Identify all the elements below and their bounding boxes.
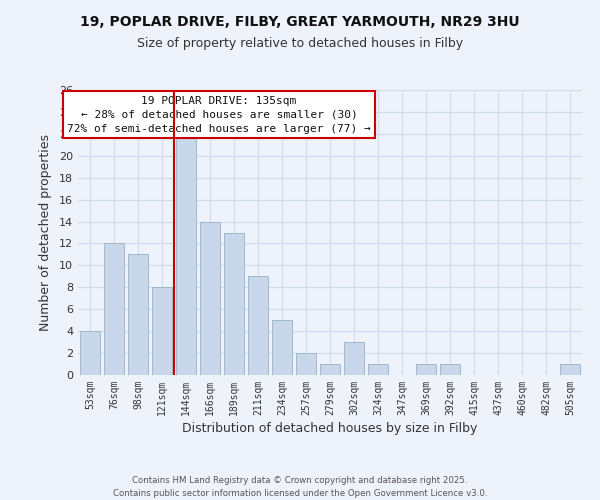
- Bar: [80, 331, 100, 375]
- Y-axis label: Number of detached properties: Number of detached properties: [39, 134, 52, 331]
- Bar: [368, 364, 388, 375]
- X-axis label: Distribution of detached houses by size in Filby: Distribution of detached houses by size …: [182, 422, 478, 435]
- Bar: [224, 232, 244, 375]
- Bar: [296, 353, 316, 375]
- Bar: [176, 134, 196, 375]
- Bar: [344, 342, 364, 375]
- Text: Contains HM Land Registry data © Crown copyright and database right 2025.
Contai: Contains HM Land Registry data © Crown c…: [113, 476, 487, 498]
- Bar: [152, 288, 172, 375]
- Bar: [272, 320, 292, 375]
- Bar: [104, 244, 124, 375]
- Bar: [416, 364, 436, 375]
- Bar: [440, 364, 460, 375]
- Bar: [320, 364, 340, 375]
- Bar: [560, 364, 580, 375]
- Bar: [200, 222, 220, 375]
- Bar: [248, 276, 268, 375]
- Bar: [128, 254, 148, 375]
- Text: 19 POPLAR DRIVE: 135sqm
← 28% of detached houses are smaller (30)
72% of semi-de: 19 POPLAR DRIVE: 135sqm ← 28% of detache…: [67, 96, 371, 134]
- Text: 19, POPLAR DRIVE, FILBY, GREAT YARMOUTH, NR29 3HU: 19, POPLAR DRIVE, FILBY, GREAT YARMOUTH,…: [80, 15, 520, 29]
- Text: Size of property relative to detached houses in Filby: Size of property relative to detached ho…: [137, 38, 463, 51]
